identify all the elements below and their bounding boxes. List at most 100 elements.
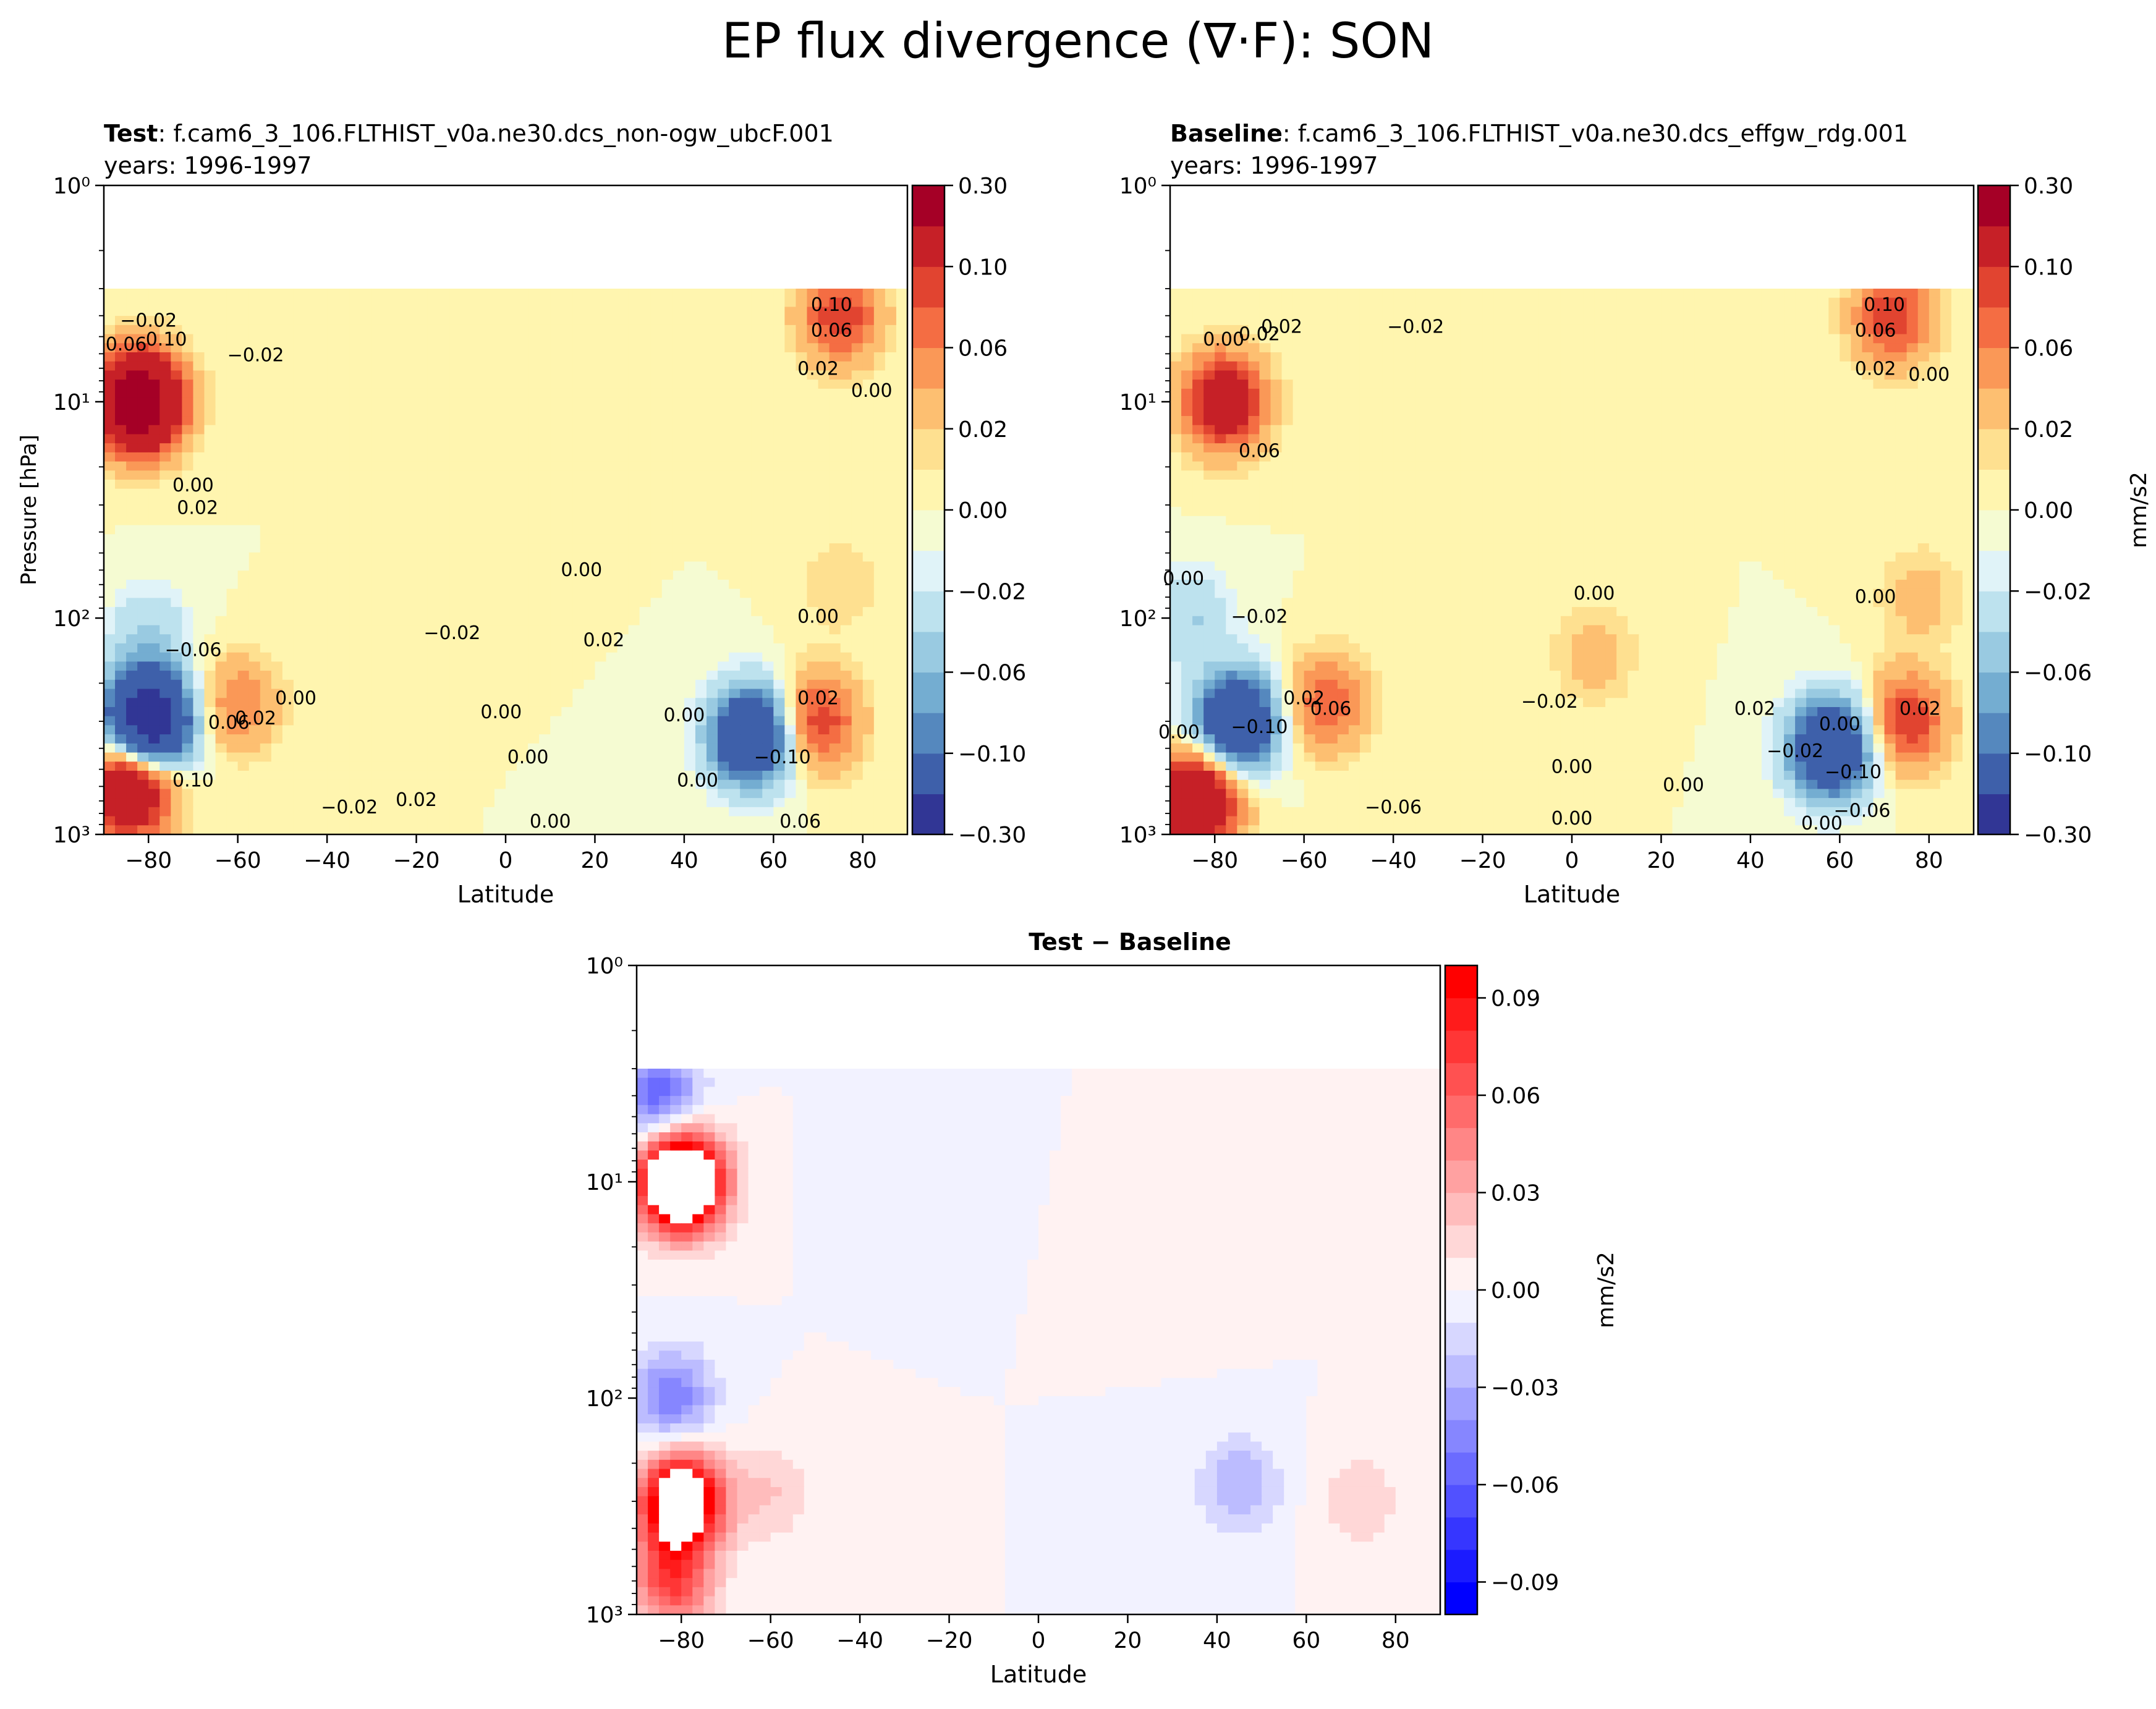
test-panel-title: Test: f.cam6_3_106.FLTHIST_v0a.ne30.dcs_… — [104, 117, 834, 182]
colorbar-bin — [912, 428, 944, 470]
contour-label: 0.02 — [797, 687, 839, 709]
colorbar-bin — [912, 347, 944, 389]
contour-label: −0.02 — [227, 345, 284, 367]
contour-label: 0.06 — [1310, 698, 1352, 720]
colorbar-bin — [1978, 794, 2010, 835]
contour-label: 0.02 — [1899, 698, 1941, 720]
y-tick-label: 10¹ — [53, 390, 90, 415]
contour-label: 0.02 — [1283, 687, 1325, 709]
contour-label: 0.00 — [1551, 757, 1593, 778]
colorbar-tick-label: 0.06 — [2024, 336, 2073, 362]
colorbar-bin — [1978, 631, 2010, 673]
colorbar-bin — [1445, 1160, 1477, 1194]
contour-label: 0.00 — [275, 687, 316, 709]
colorbar-tick-label: −0.03 — [1491, 1376, 1559, 1401]
contour-label: −0.02 — [120, 310, 177, 332]
contour-label: −0.06 — [1365, 797, 1422, 818]
colorbar-bin — [1978, 388, 2010, 430]
contour-label: −0.02 — [1767, 740, 1823, 762]
contour-label: 0.00 — [1158, 722, 1200, 744]
x-tick-label: 80 — [1915, 848, 1943, 873]
contour-label: −0.02 — [1231, 606, 1288, 627]
colorbar-bin — [912, 226, 944, 267]
test-colorbar: 0.30 0.10 0.06 0.02 0.00 −0.02 −0.06 −0.10 −0.30 — [911, 174, 1026, 848]
colorbar-bin — [1978, 266, 2010, 308]
colorbar-bin — [1978, 510, 2010, 551]
x-tick-label: 80 — [849, 848, 877, 873]
colorbar-bin — [1445, 1517, 1477, 1550]
colorbar-bin — [1445, 1062, 1477, 1096]
contour-label: −0.10 — [1825, 761, 1882, 783]
contour-label: 0.00 — [1908, 364, 1950, 386]
colorbar-tick-label: −0.10 — [2024, 742, 2092, 767]
figure-title: EP flux divergence (∇·F): SON — [721, 14, 1435, 69]
x-tick-label: 40 — [1736, 848, 1765, 873]
y-tick-label: 10¹ — [1119, 390, 1157, 415]
x-tick-label: −80 — [125, 848, 172, 873]
colorbar-tick-label: 0.02 — [2024, 417, 2073, 443]
contour-label: −0.02 — [1387, 316, 1444, 337]
colorbar-bin — [1445, 1355, 1477, 1388]
test-title-rest: : f.cam6_3_106.FLTHIST_v0a.ne30.dcs_non-… — [158, 120, 834, 147]
contour-label: 0.06 — [1855, 320, 1896, 342]
contour-label: 0.00 — [480, 702, 522, 723]
x-tick-label: 20 — [1647, 848, 1676, 873]
colorbar-bin — [912, 631, 944, 673]
colorbar-tick-label: 0.00 — [2024, 498, 2073, 524]
colorbar-bin — [912, 794, 944, 835]
diff-colorbar: 0.09 0.06 0.03 0.00 −0.03 −0.06 −0.09 mm/s2 — [1444, 964, 1619, 1616]
colorbar-tick-label: 0.06 — [1491, 1083, 1540, 1109]
contour-label: 0.00 — [1855, 586, 1896, 608]
colorbar-tick-label: −0.06 — [1491, 1473, 1559, 1498]
contour-label: 0.06 — [779, 811, 821, 833]
x-tick-label: 0 — [1032, 1628, 1046, 1653]
colorbar-tick-label: 0.00 — [1491, 1278, 1540, 1304]
contour-label: 0.00 — [561, 559, 602, 581]
diff-field — [637, 1068, 1440, 1614]
colorbar-bin — [1445, 1257, 1477, 1291]
colorbar-bin — [1978, 347, 2010, 389]
contour-label: 0.10 — [811, 294, 852, 316]
y-tick-label: 10⁰ — [1119, 174, 1157, 199]
colorbar-bin — [1978, 550, 2010, 592]
colorbar-bin — [1978, 226, 2010, 267]
contour-label: 0.00 — [1203, 329, 1244, 350]
colorbar-bin — [1445, 1420, 1477, 1453]
y-tick-label: 10¹ — [586, 1170, 623, 1195]
x-tick-label: 20 — [1114, 1628, 1142, 1653]
colorbar-tick-label: −0.30 — [2024, 823, 2092, 848]
y-tick-label: 10³ — [586, 1603, 623, 1628]
colorbar-tick-label: −0.06 — [958, 661, 1026, 686]
y-tick-label: 10⁰ — [586, 954, 623, 979]
contour-label: 0.00 — [530, 811, 571, 833]
baseline-title-rest: : f.cam6_3_106.FLTHIST_v0a.ne30.dcs_effg… — [1282, 120, 1909, 147]
contour-label: 0.10 — [1864, 294, 1905, 316]
colorbar-bin — [912, 469, 944, 511]
colorbar-bin — [1978, 713, 2010, 754]
contour-label: 0.00 — [851, 380, 893, 402]
baseline-panel-title: Baseline: f.cam6_3_106.FLTHIST_v0a.ne30.… — [1170, 117, 1908, 182]
colorbar-bin — [1445, 1452, 1477, 1485]
colorbar-bin — [1445, 998, 1477, 1031]
colorbar-bin — [1445, 1095, 1477, 1129]
colorbar-bin — [1445, 1290, 1477, 1323]
contour-label: 0.06 — [208, 712, 250, 734]
contour-label: 0.00 — [1551, 808, 1593, 829]
colorbar-tick-label: −0.30 — [958, 823, 1026, 848]
colorbar-label: mm/s2 — [1594, 1252, 1619, 1328]
contour-label: 0.00 — [797, 606, 839, 627]
colorbar-bin — [912, 713, 944, 754]
diff-panel-title: Test − Baseline — [1029, 928, 1231, 956]
x-tick-label: 40 — [670, 848, 698, 873]
colorbar-bin — [1978, 469, 2010, 511]
colorbar-tick-label: −0.10 — [958, 742, 1026, 767]
x-axis-label: Latitude — [1524, 881, 1620, 908]
contour-label: 0.02 — [583, 630, 624, 651]
contour-label: −0.06 — [1833, 800, 1890, 822]
contour-label: −0.02 — [423, 622, 480, 644]
test-field — [104, 288, 907, 834]
colorbar-bin — [1445, 1127, 1477, 1161]
contour-label: −0.10 — [754, 747, 811, 768]
x-tick-label: 0 — [1565, 848, 1579, 873]
colorbar-tick-label: 0.10 — [958, 255, 1008, 280]
